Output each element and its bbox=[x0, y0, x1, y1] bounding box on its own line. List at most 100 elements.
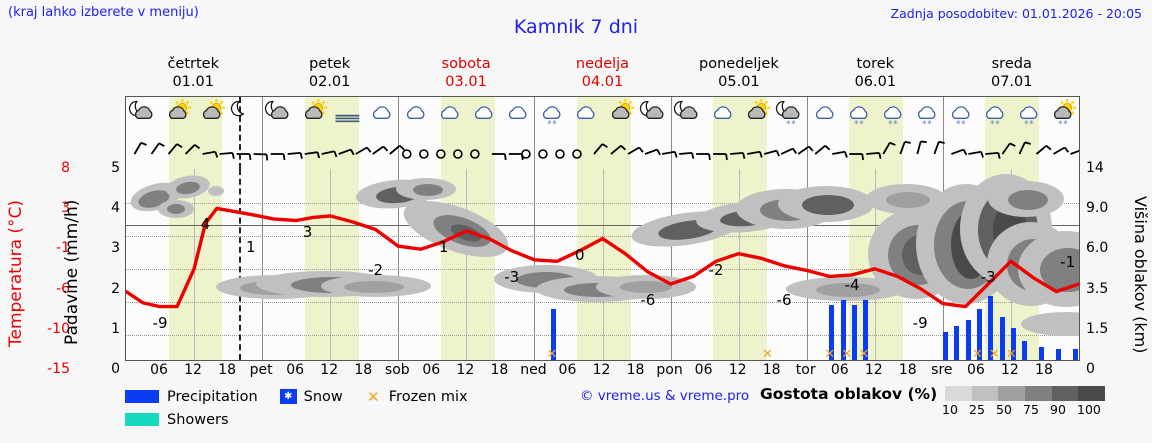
temperature-label: 1 bbox=[438, 238, 449, 257]
x-tick-26: 18 bbox=[1035, 362, 1053, 378]
page-title: Kamnik 7 dni bbox=[513, 16, 639, 38]
wind-barb bbox=[968, 150, 982, 155]
precipitation-bar bbox=[1056, 348, 1062, 360]
wind-barb bbox=[763, 149, 777, 155]
temperature-axis-ticks: 8 3 -1 -6 -10 -15 bbox=[36, 160, 70, 377]
legend: Precipitation ✱ Snow ✕ Frozen mix Shower… bbox=[125, 385, 555, 437]
x-tick-10: 18 bbox=[490, 362, 509, 378]
day-name: ponedeljek bbox=[699, 56, 779, 72]
forecast-plot[interactable]: ✳✳ ✳✳ ✳✳ ✳✳ ✳✳ ✳✳ ✳✳ ✳✳ ✳✳ ✕ ✕ ✕ ✕ ✕ ✕ ✕ ✕ -9 4 1 3 -2 1 -3 0 -6… bbox=[125, 96, 1080, 361]
wind-barb bbox=[167, 143, 178, 155]
x-tick-25: 12 bbox=[1001, 362, 1019, 378]
weather-icon-moon-cloud-snow: ✳✳ bbox=[775, 99, 803, 139]
precipitation-bar bbox=[840, 299, 846, 360]
wind-barb bbox=[321, 150, 335, 155]
temperature-tick-5: -15 bbox=[47, 361, 70, 377]
legend-label-precipitation: Precipitation bbox=[167, 388, 258, 405]
frozen-mix-marker: ✕ bbox=[841, 347, 853, 360]
wind-barb bbox=[899, 141, 906, 155]
cloud-density-colorbar bbox=[945, 386, 1106, 401]
cloud-blob bbox=[413, 184, 443, 196]
calm-wind-symbol bbox=[419, 149, 429, 159]
wind-barb-flag bbox=[638, 146, 644, 153]
wind-barb-flag bbox=[176, 143, 183, 148]
frozen-mix-marker: ✕ bbox=[824, 347, 836, 360]
cloud-density-field bbox=[130, 174, 1079, 336]
wind-barb-flag bbox=[656, 149, 661, 156]
midday-line-2 bbox=[330, 169, 332, 360]
precipitation-bar bbox=[965, 320, 971, 360]
precipitation-bar bbox=[976, 308, 982, 360]
cloud-density-step-4 bbox=[1051, 386, 1079, 401]
x-tick-9: 12 bbox=[456, 362, 475, 378]
calm-wind-symbol bbox=[453, 149, 463, 159]
wind-barb bbox=[287, 151, 301, 155]
wind-barb bbox=[219, 151, 233, 155]
x-tick-8: 06 bbox=[422, 362, 441, 378]
frozen-mix-marker: ✕ bbox=[546, 347, 558, 360]
wind-barb-flag bbox=[844, 151, 848, 158]
x-tick-5: 12 bbox=[320, 362, 339, 378]
temperature-tick-2: -1 bbox=[56, 240, 70, 257]
day-date: 02.01 bbox=[308, 74, 351, 90]
wind-barb bbox=[933, 141, 940, 155]
daylight-band-3 bbox=[440, 169, 495, 360]
wind-barb-flag bbox=[503, 153, 507, 161]
x-tick-4: 06 bbox=[286, 362, 305, 378]
day-separator-1 bbox=[262, 169, 264, 360]
x-tick-16: 06 bbox=[694, 362, 713, 378]
weather-icon-cloud-snow: ✳✳ bbox=[877, 99, 905, 139]
weather-icon-moon-cloud bbox=[673, 99, 701, 139]
weather-icon-cloud bbox=[707, 99, 735, 139]
x-tick-6: 18 bbox=[354, 362, 373, 378]
wind-barb-flag bbox=[759, 151, 763, 158]
wind-barb bbox=[389, 144, 401, 155]
day-name: petek bbox=[309, 56, 351, 72]
day-date: 05.01 bbox=[718, 74, 760, 90]
calm-wind-symbol bbox=[401, 149, 412, 159]
svg-text:✳✳: ✳✳ bbox=[547, 119, 557, 126]
cloud-blob bbox=[1008, 190, 1048, 210]
precipitation-tick-3: 2 bbox=[111, 280, 120, 297]
day-separator-5 bbox=[806, 97, 808, 169]
legend-label-showers: Showers bbox=[167, 411, 229, 428]
x-tick-7: sob bbox=[384, 362, 410, 378]
wind-barb-flag bbox=[792, 148, 798, 155]
wind-barb-flag bbox=[158, 142, 165, 147]
weather-icon-sun-cloud bbox=[196, 98, 226, 139]
copyright-link[interactable]: © vreme.us & vreme.pro bbox=[580, 388, 750, 404]
wind-barb-flag bbox=[938, 140, 945, 144]
weather-icon-cloud bbox=[468, 99, 496, 139]
weather-icon-cloud-sun bbox=[605, 98, 634, 139]
cloud-blob bbox=[886, 192, 930, 208]
weather-icon-cloud bbox=[502, 99, 530, 139]
day-name: torek bbox=[856, 56, 895, 72]
wind-barb bbox=[338, 148, 352, 155]
temperature-label: -2 bbox=[368, 260, 384, 279]
wind-barb bbox=[133, 142, 142, 155]
wind-barb-flag bbox=[316, 151, 321, 159]
wind-barb bbox=[916, 141, 922, 155]
day-separator-4 bbox=[670, 169, 672, 360]
cloud-height-tick-3: 3.5 bbox=[1086, 280, 1109, 297]
temperature-label: -9 bbox=[912, 313, 928, 332]
cloud-blob bbox=[816, 283, 880, 297]
x-tick-23: sre bbox=[931, 362, 953, 378]
precipitation-bar bbox=[954, 325, 960, 360]
svg-text:✳✳: ✳✳ bbox=[989, 119, 999, 126]
cloud-blob bbox=[620, 281, 672, 293]
cloud-height-axis-title: Višina oblakov (km) bbox=[1131, 196, 1150, 354]
daylight-band-4 bbox=[576, 169, 631, 360]
wind-barb-flag bbox=[1024, 141, 1031, 145]
wind-barb-flag bbox=[691, 152, 695, 159]
wind-barb bbox=[1035, 144, 1047, 155]
wind-barb bbox=[593, 143, 604, 155]
legend-label-frozen-mix: Frozen mix bbox=[388, 388, 468, 405]
cloud-density-tick-4: 90 bbox=[1050, 402, 1066, 417]
wind-barb bbox=[780, 147, 794, 155]
temperature-curve bbox=[126, 206, 1079, 309]
x-tick-12: 06 bbox=[558, 362, 577, 378]
cloud-height-tick-0: 14 bbox=[1086, 160, 1104, 176]
wind-barb bbox=[882, 142, 891, 155]
frozen-mix-marker: ✕ bbox=[762, 347, 773, 360]
